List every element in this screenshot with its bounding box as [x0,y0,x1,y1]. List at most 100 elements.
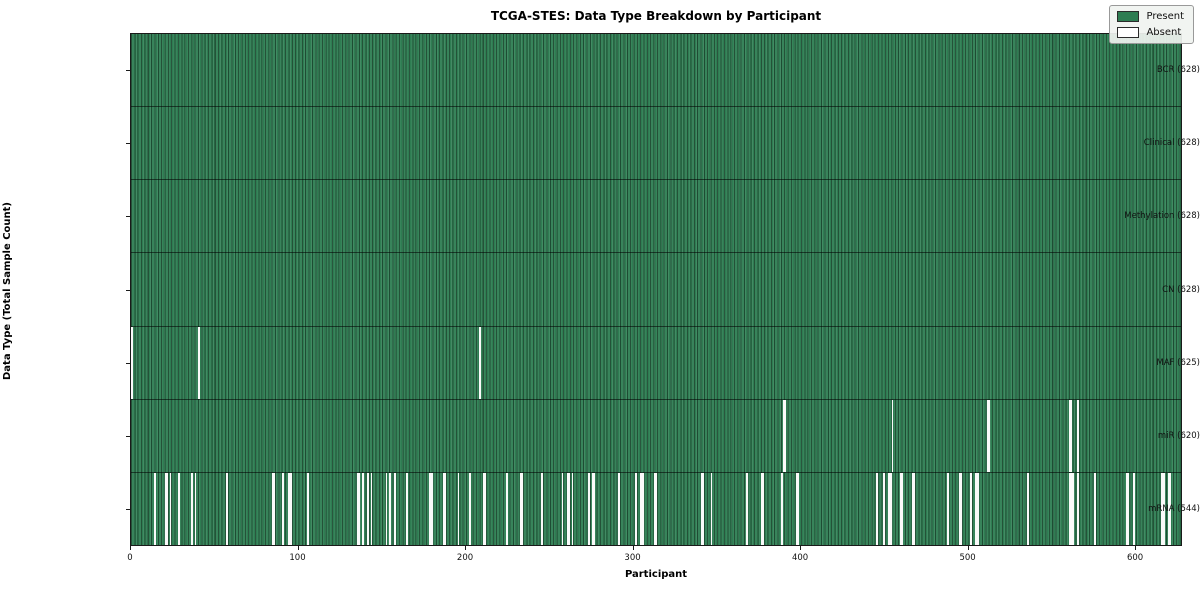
absent-stripe [367,472,369,545]
heatmap-row-mir [131,398,1181,472]
absent-stripe [796,472,800,545]
absent-stripe [970,472,973,545]
x-tick-mark [967,546,969,550]
absent-stripe [975,472,979,545]
y-tick-label: miR (620) [1157,431,1200,442]
heatmap-row-mrna [131,471,1181,545]
y-tick-mark [126,509,130,511]
legend: Present Absent [1109,5,1194,44]
y-tick-mark [126,216,130,218]
absent-stripe [271,472,276,545]
y-tick-label: CN (628) [1162,284,1200,295]
legend-entry-present: Present [1117,11,1184,22]
absent-stripe [191,472,194,545]
y-tick-mark [126,289,130,291]
x-tick-mark [130,546,131,550]
absent-stripe [482,472,487,545]
y-tick-label: Methylation (628) [1124,211,1200,222]
absent-stripe [506,472,509,545]
x-tick-label: 300 [624,553,641,563]
absent-stripe [891,399,894,472]
y-tick-label: Clinical (628) [1143,137,1200,148]
heatmap-row-cn [131,252,1181,326]
absent-stripe [571,472,574,545]
absent-stripe [194,472,197,545]
legend-label-present: Present [1146,11,1184,22]
y-tick-label: mRNA (544) [1148,504,1200,515]
x-tick-label: 200 [456,553,474,563]
absent-stripe [700,472,704,545]
absent-stripe [1077,472,1080,545]
absent-stripe [782,399,786,472]
absent-stripe [479,326,482,399]
y-tick-mark [126,69,130,71]
absent-swatch-icon [1117,27,1140,38]
absent-stripe [429,472,433,545]
x-tick-mark [800,546,802,550]
x-tick-label: 400 [791,553,809,563]
absent-stripe [1069,472,1075,545]
absent-stripe [1161,472,1165,545]
plot-area [130,33,1182,546]
chart-title: TCGA-STES: Data Type Breakdown by Partic… [490,9,822,23]
absent-stripe [519,472,523,545]
absent-stripe [405,472,408,545]
absent-stripe [1069,399,1073,472]
heatmap-row-methylation [131,179,1181,253]
x-tick-label: 500 [959,553,976,563]
absent-stripe [385,472,388,545]
heatmap-row-maf [131,325,1181,399]
absent-stripe [457,472,460,545]
y-axis-label: Data Type (Total Sample Count) [2,201,13,381]
absent-stripe [653,472,657,545]
y-tick-mark [126,436,130,438]
absent-stripe [388,472,391,545]
absent-stripe [177,472,180,545]
absent-stripe [1027,472,1029,545]
present-swatch-icon [1117,11,1140,22]
absent-stripe [618,472,621,545]
absent-stripe [946,472,949,545]
y-tick-label: BCR (628) [1156,64,1200,75]
x-tick-mark [632,546,634,550]
absent-stripe [566,472,570,545]
x-tick-label: 100 [289,553,306,563]
absent-stripe [640,472,644,545]
y-tick-mark [126,362,130,364]
absent-stripe [169,472,172,545]
absent-stripe [710,472,713,545]
absent-stripe [362,472,364,545]
legend-entry-absent: Absent [1117,27,1184,38]
x-axis-label: Participant [624,569,688,580]
absent-stripe [1126,472,1130,545]
absent-stripe [588,472,591,545]
y-tick-label: MAF (625) [1156,357,1200,368]
absent-stripe [394,472,396,545]
x-tick-label: 0 [127,553,133,563]
x-tick-label: 600 [1126,553,1144,563]
x-tick-mark [297,546,299,550]
absent-stripe [1094,472,1096,545]
absent-stripe [442,472,446,545]
x-tick-mark [1135,546,1137,550]
absent-stripe [1167,472,1172,545]
absent-stripe [164,472,168,545]
absent-stripe [306,472,309,545]
absent-stripe [635,472,638,545]
heatmap-row-bcr [131,34,1181,107]
absent-stripe [288,472,292,545]
absent-stripe [760,472,765,545]
absent-stripe [561,472,564,545]
legend-label-absent: Absent [1146,27,1182,38]
absent-stripe [1132,472,1135,545]
absent-stripe [958,472,962,545]
absent-stripe [198,326,200,399]
absent-stripe [357,472,361,545]
y-tick-mark [126,142,130,144]
absent-stripe [541,472,544,545]
absent-stripe [780,472,783,545]
absent-stripe [899,472,904,545]
absent-stripe [591,472,595,545]
absent-stripe [281,472,284,545]
absent-stripe [370,472,373,545]
